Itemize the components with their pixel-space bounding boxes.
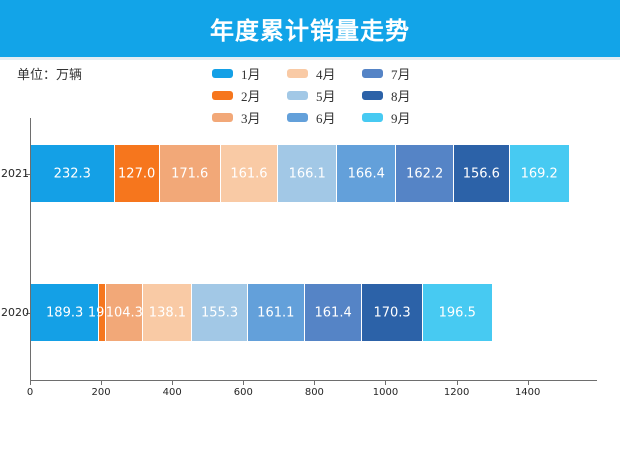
bar-segment: 104.3: [105, 284, 143, 341]
chart-legend: 1月 2月 3月 4月 5月 6月 7月 8月 9月: [212, 62, 437, 128]
x-axis-tick: [172, 381, 174, 385]
legend-item: 3月: [212, 106, 287, 128]
y-axis-tick: [26, 312, 30, 314]
bar-segment-value: 232.3: [53, 166, 91, 181]
x-axis-tick-label: 600: [233, 387, 253, 398]
bar-segment-value: 156.6: [462, 166, 500, 181]
legend-item: 7月: [362, 62, 437, 84]
x-axis-tick-label: 1200: [443, 387, 470, 398]
bar-segment-value: 170.3: [373, 305, 411, 320]
bar-segment: 232.3: [31, 145, 114, 202]
legend-item: 9月: [362, 106, 437, 128]
title-banner: 年度累计销量走势: [0, 0, 620, 57]
bar-segment-value: 171.6: [171, 166, 209, 181]
legend-swatch-icon: [212, 90, 233, 100]
x-axis-tick-label: 1400: [514, 387, 541, 398]
y-axis-tick-label: 2021: [1, 166, 29, 180]
y-axis-line: [30, 118, 31, 380]
bar-segment: 161.6: [219, 145, 278, 202]
x-axis-tick: [30, 381, 31, 385]
legend-item: 5月: [287, 84, 362, 106]
legend-label: 7月: [391, 66, 411, 82]
legend-item: 2月: [212, 84, 287, 106]
bar-segment-value: 161.6: [230, 166, 268, 181]
bar-segment: 189.3: [31, 284, 99, 341]
bar-segment-value: 162.2: [406, 166, 444, 181]
legend-swatch-icon: [362, 90, 383, 100]
legend-label: 6月: [316, 110, 336, 126]
legend-swatch-icon: [362, 112, 383, 122]
bar-segment-value: 104.3: [105, 305, 143, 320]
x-axis-tick: [101, 381, 103, 385]
x-axis-tick: [456, 381, 458, 385]
legend-label: 4月: [316, 66, 336, 82]
x-axis-tick: [385, 381, 387, 385]
legend-label: 5月: [316, 88, 336, 104]
legend-swatch-icon: [212, 68, 233, 78]
bar-segment-value: 169.2: [520, 166, 558, 181]
legend-item: 8月: [362, 84, 437, 106]
unit-label: 单位：万辆: [17, 67, 83, 82]
legend-swatch-icon: [287, 68, 308, 78]
bar-segment: 166.4: [336, 145, 396, 202]
legend-item: 6月: [287, 106, 362, 128]
bar-segment: 171.6: [158, 145, 220, 202]
bar-segment: 170.3: [361, 284, 422, 341]
legend-label: 8月: [391, 88, 411, 104]
bar-segment: 162.2: [395, 145, 453, 202]
bar-segment-value: 155.3: [200, 305, 239, 320]
bar-segment-value: 127.0: [118, 166, 156, 181]
bar-segment: 138.1: [142, 284, 192, 341]
bar-segment-value: 166.1: [288, 166, 326, 181]
bar-segment: 196.5: [421, 284, 492, 341]
bar-segment-value: 196.5: [438, 305, 476, 320]
stacked-bar-2021: 232.3 127.0 171.6 161.6 166.1 166.4 162.2 156.6…: [31, 145, 569, 202]
x-axis-tick: [243, 381, 245, 385]
bar-segment: 156.6: [452, 145, 509, 202]
x-axis-tick-label: 400: [162, 387, 182, 398]
bar-segment: 19.8: [88, 284, 117, 341]
legend-swatch-icon: [362, 68, 383, 78]
bar-segment: 127.0: [113, 145, 159, 202]
page-title: 年度累计销量走势: [210, 18, 410, 45]
bar-segment: 161.4: [303, 284, 362, 341]
legend-swatch-icon: [212, 112, 233, 122]
x-axis-tick-label: 0: [26, 387, 34, 398]
bar-segment: 169.2: [508, 145, 569, 202]
legend-label: 3月: [241, 110, 261, 126]
bar-segment-value: 166.4: [347, 166, 385, 181]
legend-item: 1月: [212, 62, 287, 84]
x-axis-tick: [527, 381, 529, 385]
x-axis-tick-label: 200: [91, 387, 111, 398]
legend-label: 9月: [391, 110, 411, 126]
bar-segment: 155.3: [191, 284, 247, 341]
legend-swatch-icon: [287, 90, 308, 100]
bar-segment: 161.1: [246, 284, 304, 341]
stacked-bar-2020: 189.3 19.8 104.3 138.1 155.3 161.1 161.4 170.3 1…: [31, 284, 492, 341]
bar-segment-value: 161.4: [314, 305, 352, 320]
y-axis-tick-label: 2020: [1, 305, 29, 319]
x-axis-tick-label: 800: [304, 387, 324, 398]
bar-segment-value: 161.1: [257, 305, 295, 320]
legend-label: 2月: [241, 88, 261, 104]
x-axis-tick: [314, 381, 316, 385]
bar-segment-value: 138.1: [148, 305, 187, 320]
banner-divider: [0, 57, 620, 60]
legend-swatch-icon: [287, 112, 308, 122]
legend-item: 4月: [287, 62, 362, 84]
bar-segment: 166.1: [277, 145, 337, 202]
y-axis-tick: [26, 173, 30, 175]
legend-label: 1月: [241, 66, 261, 82]
bar-segment-value: 189.3: [46, 305, 84, 320]
x-axis-line: [30, 380, 597, 381]
x-axis-tick-label: 1000: [372, 387, 399, 398]
